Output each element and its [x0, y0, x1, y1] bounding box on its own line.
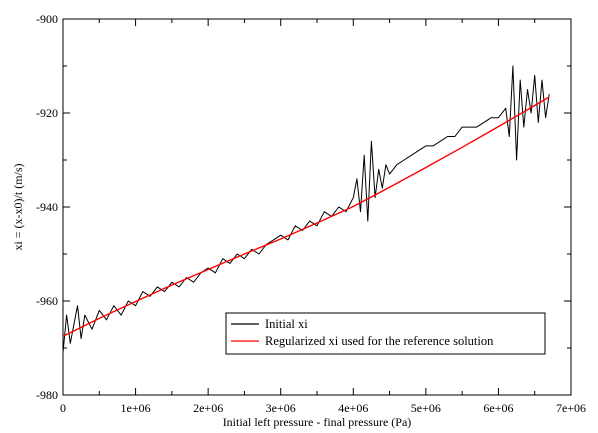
series-line-regularized-xi: [62, 96, 550, 337]
axis-tick-labels: 0 1e+06 2e+06 3e+06 4e+06 5e+06 6e+06 7e+06 -980…: [36, 12, 586, 415]
x-tick-label: 3e+06: [266, 401, 296, 415]
legend: Initial xi Regularized xi used for the r…: [225, 312, 546, 355]
series-line-initial-xi: [62, 65, 550, 353]
y-tick-label: -920: [36, 106, 58, 120]
legend-label-regularized-xi: Regularized xi used for the reference so…: [265, 334, 494, 348]
x-tick-label: 4e+06: [338, 401, 368, 415]
x-tick-label: 6e+06: [483, 401, 513, 415]
series-layer: [62, 65, 550, 353]
axis-ticks: [62, 18, 572, 396]
y-tick-label: -900: [36, 12, 58, 26]
y-tick-label: -960: [36, 294, 58, 308]
y-tick-label: -940: [36, 200, 58, 214]
x-tick-label: 5e+06: [411, 401, 441, 415]
x-axis-title: Initial left pressure - final pressure (…: [223, 415, 412, 429]
legend-label-initial-xi: Initial xi: [265, 317, 308, 331]
x-tick-label: 2e+06: [193, 401, 223, 415]
x-tick-label: 1e+06: [121, 401, 151, 415]
x-tick-label: 7e+06: [556, 401, 586, 415]
x-tick-label: 0: [60, 401, 66, 415]
y-axis-title: xi = (x-x0)/t (m/s): [11, 163, 25, 250]
legend-box: [225, 312, 546, 355]
y-tick-label: -980: [36, 388, 58, 402]
